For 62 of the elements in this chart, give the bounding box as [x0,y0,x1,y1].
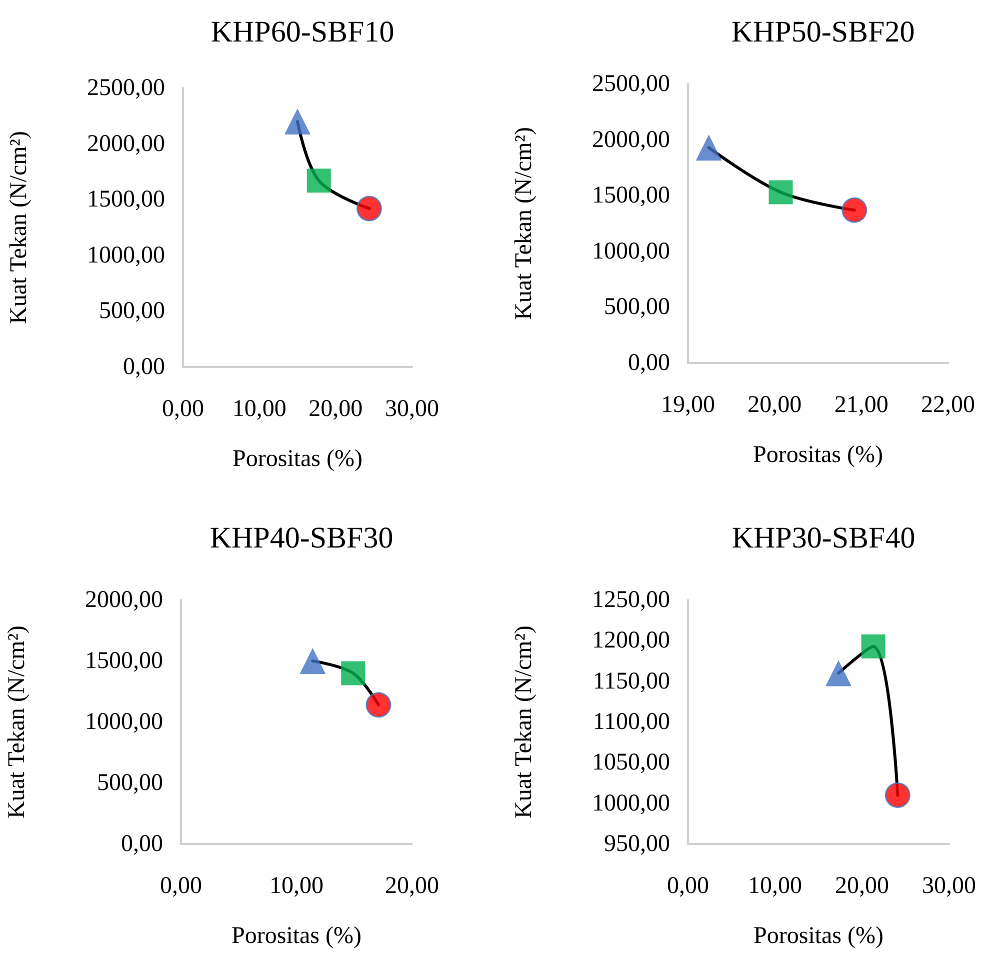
point [284,108,310,134]
point [826,660,852,686]
x-tick-label: 30,00 [922,873,976,899]
y-axis-title: Kuat Tekan (N/cm²) [4,625,30,819]
point [884,782,910,808]
x-tick-label: 10,00 [232,396,286,422]
x-tick-label: 10,00 [748,873,802,899]
chart-title: KHP60-SBF10 [210,16,394,48]
y-tick-label: 1200,00 [592,628,670,654]
x-tick-label: 20,00 [748,392,802,418]
point [842,197,868,223]
chart-title: KHP30-SBF40 [732,522,916,554]
y-tick-label: 0,00 [123,354,165,380]
y-tick-label: 2000,00 [87,130,165,157]
y-tick-label: 2000,00 [592,126,670,153]
y-tick-label: 1000,00 [87,242,165,268]
y-tick-label: 1500,00 [85,648,163,674]
y-tick-label: 1500,00 [592,182,670,209]
y-tick-label: 1100,00 [592,709,670,735]
x-axis-title: Porositas (%) [753,442,883,468]
x-tick-label: 20,00 [308,396,363,422]
y-axis-title: Kuat Tekan (N/cm²) [6,130,32,324]
x-tick-label: 10,00 [270,873,324,899]
y-tick-label: 500,00 [99,298,165,324]
point [861,634,886,658]
x-axis-title: Porositas (%) [232,446,362,472]
y-tick-label: 2500,00 [87,75,165,101]
y-axis-title: Kuat Tekan (N/cm²) [511,126,537,320]
point [306,168,331,193]
y-tick-label: 1000,00 [592,790,670,816]
point [366,692,392,718]
x-tick-label: 20,00 [385,873,439,899]
x-tick-label: 20,00 [835,873,889,899]
x-tick-label: 30,00 [385,396,439,422]
x-tick-label: 0,00 [160,873,202,899]
y-tick-label: 500,00 [604,294,670,320]
chart-title: KHP40-SBF30 [210,522,394,554]
y-tick-label: 1250,00 [592,587,670,613]
point [300,648,326,674]
point [696,134,722,161]
y-tick-label: 0,00 [628,350,670,376]
y-tick-label: 1000,00 [592,238,670,264]
x-tick-label: 19,00 [661,392,715,418]
y-tick-label: 1150,00 [592,668,670,694]
y-tick-label: 1500,00 [87,186,165,213]
y-tick-label: 950,00 [604,831,670,857]
y-tick-label: 0,00 [121,831,163,857]
y-tick-label: 1000,00 [85,709,163,735]
x-tick-label: 0,00 [667,873,709,899]
point [768,180,793,204]
x-axis-title: Porositas (%) [754,923,884,949]
y-tick-label: 2500,00 [592,71,670,97]
x-tick-label: 22,00 [921,392,975,418]
point [356,196,382,222]
y-tick-label: 1050,00 [592,750,670,776]
y-axis-title: Kuat Tekan (N/cm²) [511,625,537,819]
y-tick-label: 500,00 [97,770,163,796]
x-tick-label: 0,00 [162,396,204,422]
x-axis-title: Porositas (%) [232,923,362,949]
chart-title: KHP50-SBF20 [731,16,915,48]
x-tick-label: 21,00 [834,392,888,418]
y-tick-label: 2000,00 [85,587,163,613]
